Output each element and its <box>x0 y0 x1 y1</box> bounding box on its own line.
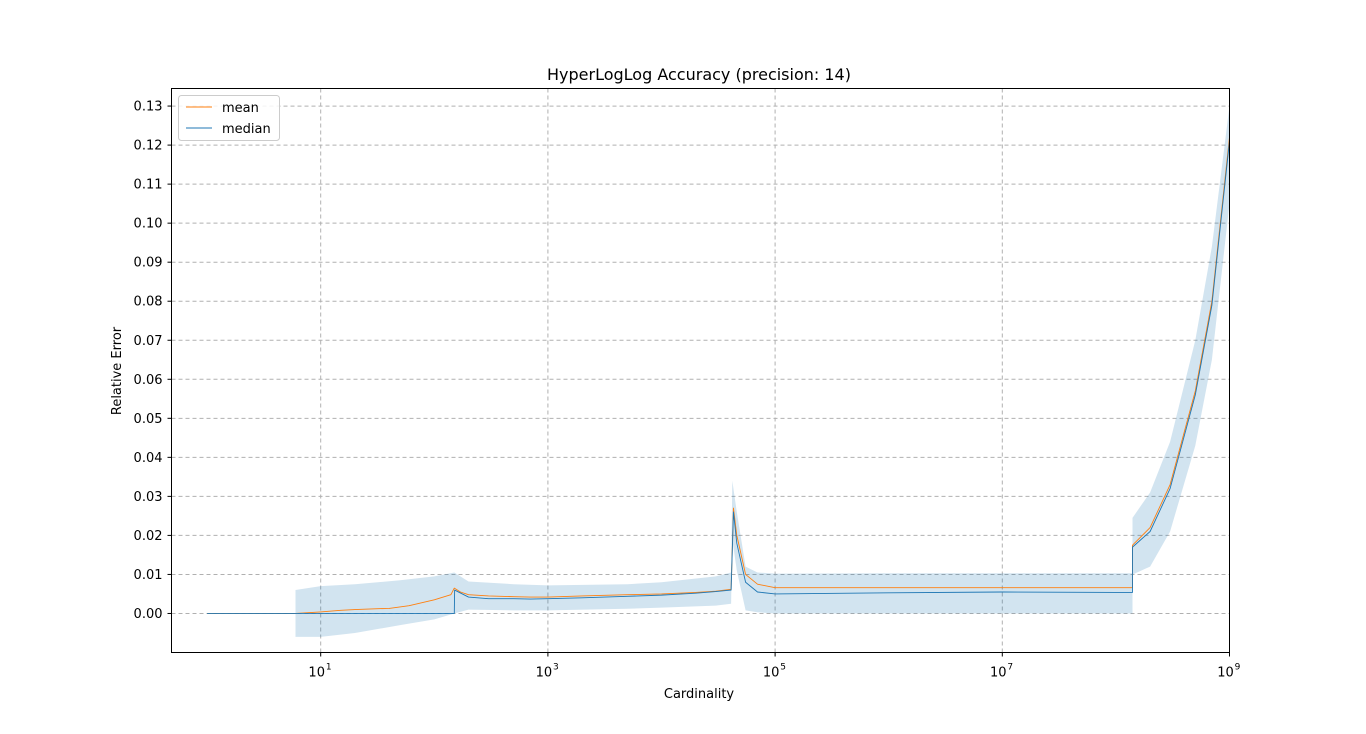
y-tick-label-13: 0.13 <box>134 100 163 115</box>
legend-median-label: median <box>222 122 271 137</box>
plot-area-frame <box>171 88 1230 653</box>
y-tick-label-1: 0.01 <box>134 568 163 583</box>
y-axis-label: Relative Error <box>110 326 125 415</box>
x-tick-label-2: 10 <box>763 666 780 681</box>
y-tick-label-10: 0.10 <box>134 217 163 232</box>
x-tick-exponent-2: 5 <box>780 663 786 673</box>
y-tick-label-7: 0.07 <box>134 334 163 349</box>
legend: mean median <box>178 95 280 141</box>
x-axis-ticks: 10 1 10 3 10 5 10 7 10 9 <box>308 652 1241 681</box>
y-tick-label-0: 0.00 <box>134 607 163 622</box>
x-tick-exponent-4: 9 <box>1235 663 1241 673</box>
x-tick-exponent-1: 3 <box>553 663 559 673</box>
series-line-mean <box>207 137 1230 614</box>
error-band-area <box>295 106 1230 637</box>
x-tick-label-0: 10 <box>308 666 325 681</box>
y-tick-label-9: 0.09 <box>134 256 163 271</box>
x-tick-exponent-0: 1 <box>326 663 332 673</box>
y-tick-label-8: 0.08 <box>134 295 163 310</box>
series-line-median <box>207 141 1230 614</box>
y-tick-label-12: 0.12 <box>134 139 163 154</box>
y-tick-label-11: 0.11 <box>134 178 163 193</box>
y-axis-ticks: 0.00 0.01 0.02 0.03 0.04 0.05 0.06 0.07 0.08 0.09… <box>134 100 172 622</box>
y-tick-label-6: 0.06 <box>134 373 163 388</box>
error-band <box>295 106 1230 637</box>
x-tick-exponent-3: 7 <box>1007 663 1013 673</box>
x-tick-label-3: 10 <box>990 666 1007 681</box>
y-tick-label-3: 0.03 <box>134 490 163 505</box>
x-tick-label-1: 10 <box>536 666 553 681</box>
y-tick-label-4: 0.04 <box>134 451 163 466</box>
legend-mean-label: mean <box>222 101 259 116</box>
y-tick-label-5: 0.05 <box>134 412 163 427</box>
chart-title: HyperLogLog Accuracy (precision: 14) <box>547 65 851 84</box>
series-lines <box>207 137 1230 614</box>
x-tick-label-4: 10 <box>1217 666 1234 681</box>
y-tick-label-2: 0.02 <box>134 529 163 544</box>
x-axis-label: Cardinality <box>664 687 735 702</box>
grid-lines <box>171 88 1230 653</box>
